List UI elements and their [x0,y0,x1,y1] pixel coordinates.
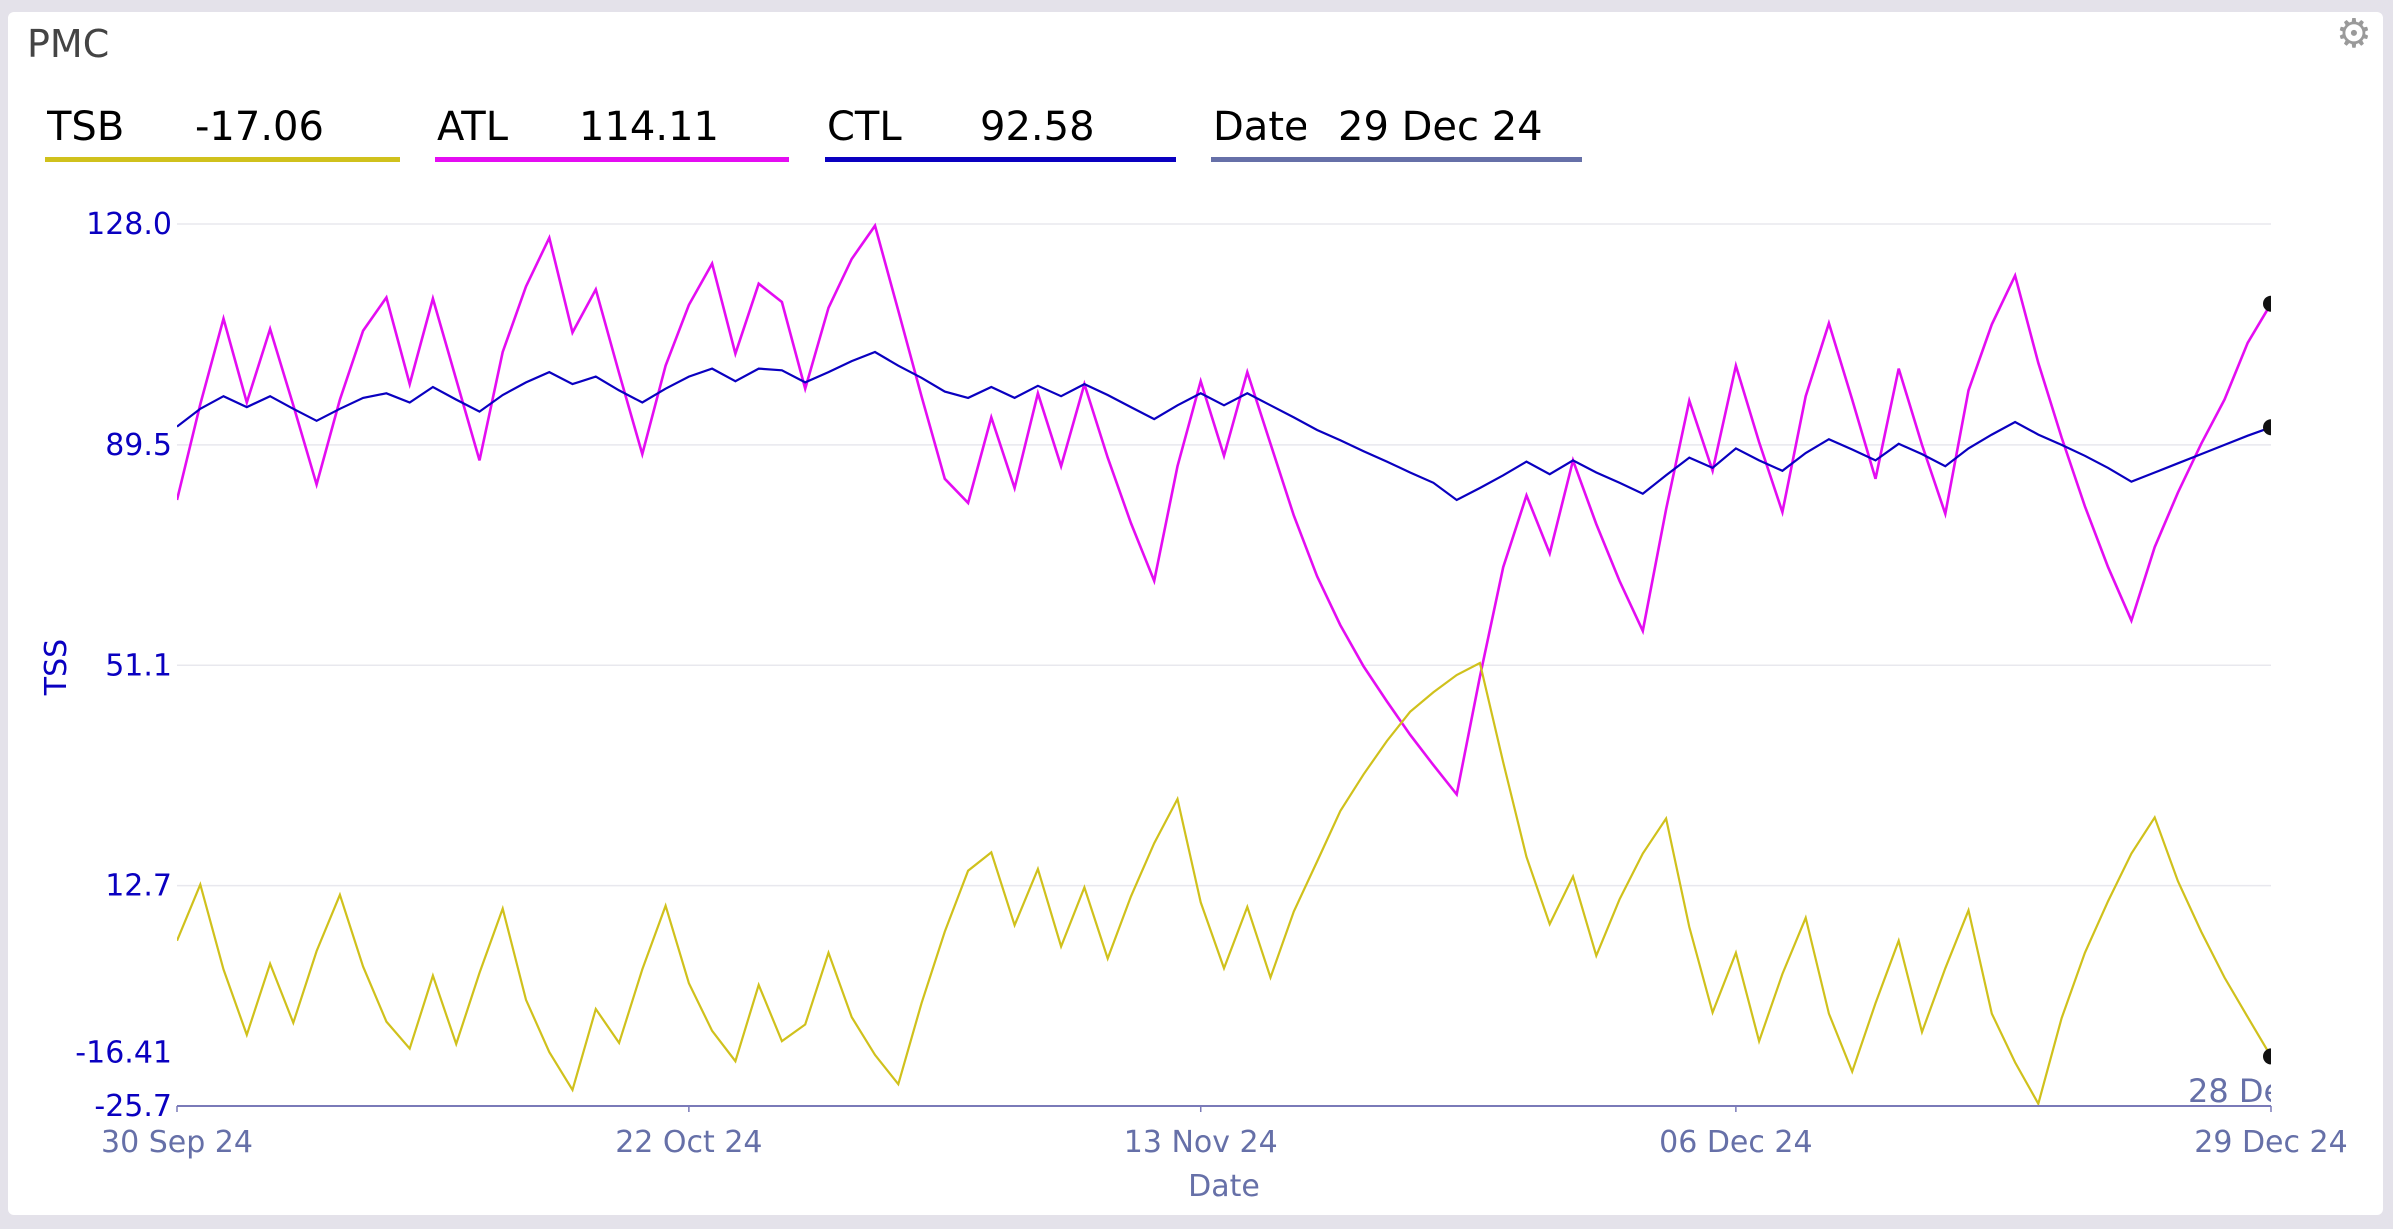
x-tick-label: 30 Sep 24 [101,1125,253,1160]
legend-label: Date [1213,104,1306,150]
grid-lines [177,223,2271,887]
hover-point-atl [2263,295,2271,312]
legend-color-bar [825,157,1176,162]
series-line-atl [177,222,2271,798]
legend-label: CTL [827,104,902,150]
legend-color-bar [435,157,789,162]
x-axis-title: Date [1188,1169,1260,1204]
series-line-ctl [177,350,2271,502]
panel-title: PMC [27,22,110,66]
y-tick-label: 89.5 [105,428,172,463]
legend-value: -17.06 [195,104,324,150]
legend-tsb: TSB -17.06 [45,104,400,162]
hover-y-label: -16.41 [75,1036,172,1071]
legend-color-bar [45,157,400,162]
hover-x-label: 28 Dec [2188,1072,2301,1110]
legend-atl: ATL 114.11 [435,104,789,162]
y-tick-label: -25.7 [94,1089,172,1124]
series-group: 28 Dec [177,222,2301,1110]
legend-value: 29 Dec 24 [1338,104,1543,150]
hover-point-tsb [2263,1048,2271,1065]
x-tick-label: 06 Dec 24 [1659,1125,1812,1160]
legend-label: TSB [47,104,125,150]
y-tick-label: 12.7 [105,869,172,904]
legend-ctl: CTL 92.58 [825,104,1176,162]
legend-label: ATL [437,104,508,150]
y-axis-title: TSS [39,639,74,696]
legend-date: Date 29 Dec 24 [1211,104,1582,162]
hover-point-ctl [2263,419,2271,436]
legend-value: 92.58 [980,104,1095,150]
legend-color-bar [1211,157,1582,162]
axes: 128.0 89.5 51.1 12.7 -25.7 -16.41 30 Sep 24 22 … [75,207,2347,1160]
x-tick-label: 22 Oct 24 [615,1125,762,1160]
pmc-panel [8,12,2383,1215]
y-tick-label: 51.1 [105,648,172,683]
x-tick-label: 13 Nov 24 [1124,1125,1278,1160]
series-line-tsb [177,661,2271,1107]
x-tick-label: 29 Dec 24 [2194,1125,2347,1160]
legend-value: 114.11 [579,104,719,150]
y-tick-label: 128.0 [86,207,172,242]
gear-icon[interactable]: ⚙ [2336,11,2372,57]
